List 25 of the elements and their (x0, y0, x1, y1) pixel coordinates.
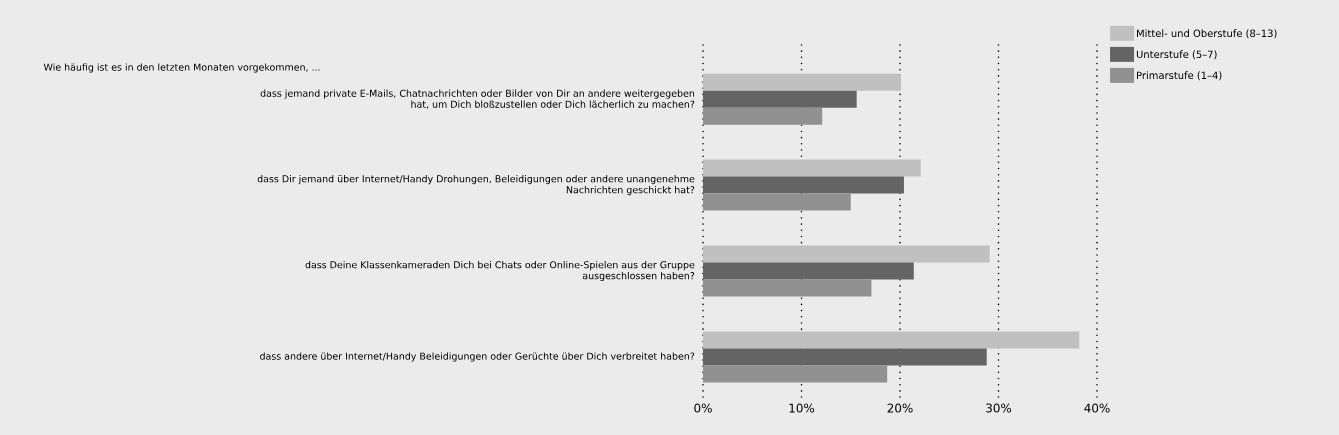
bar (703, 193, 851, 211)
bar (703, 279, 872, 297)
x-tick-label: 30% (986, 403, 1012, 413)
bar (703, 331, 1080, 349)
y-tick-label: dass Dir jemand über Internet/Handy Drohungen, Beleidigungen oder andere unangenehme Nachrichten geschickt hat? (257, 175, 695, 196)
bar (703, 176, 904, 194)
x-tick-label: 10% (789, 403, 815, 413)
bar (703, 348, 987, 366)
legend-label: Unterstufe (5–7) (1136, 50, 1217, 60)
bar (703, 90, 857, 108)
text: Wie häufig ist es in den letzten Monaten vorgekommen, ... (43, 63, 320, 73)
legend-label: Mittel- und Oberstufe (8–13) (1137, 29, 1277, 39)
bar (703, 365, 888, 383)
x-tick-label: 20% (887, 403, 913, 413)
bar (703, 107, 823, 125)
x-tick-label: 0% (694, 403, 712, 413)
bar (703, 159, 921, 177)
bar (703, 262, 914, 280)
y-tick-label: dass andere über Internet/Handy Beleidigungen oder Gerüchte über Dich verbreitet haben? (260, 352, 695, 362)
legend-label: Primarstufe (1–4) (1137, 71, 1222, 81)
bar (703, 73, 901, 91)
y-tick-label: dass jemand private E-Mails, Chatnachrichten oder Bilder von Dir an andere weitergegeben hat, um Dich bloßzustellen oder Dich lächerlich zu machen? (260, 89, 695, 109)
y-tick-label: dass Deine Klassenkameraden Dich bei Chats oder Online-Spielen aus der Gruppe ausgeschlossen haben? (305, 261, 695, 282)
bar (703, 245, 990, 263)
x-tick-label: 40% (1084, 403, 1110, 413)
